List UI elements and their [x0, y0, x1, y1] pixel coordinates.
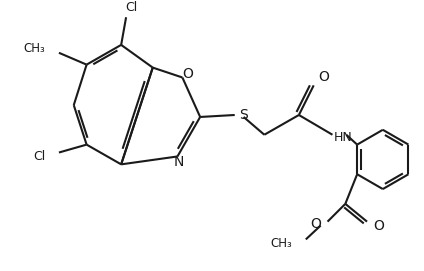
- Text: O: O: [182, 66, 193, 80]
- Text: S: S: [239, 108, 248, 122]
- Text: Cl: Cl: [125, 1, 137, 14]
- Text: CH₃: CH₃: [23, 42, 45, 55]
- Text: CH₃: CH₃: [270, 237, 292, 250]
- Text: HN: HN: [333, 131, 352, 144]
- Text: O: O: [310, 217, 321, 231]
- Text: Cl: Cl: [33, 150, 45, 163]
- Text: N: N: [173, 155, 184, 169]
- Text: O: O: [319, 70, 329, 85]
- Text: O: O: [373, 219, 384, 233]
